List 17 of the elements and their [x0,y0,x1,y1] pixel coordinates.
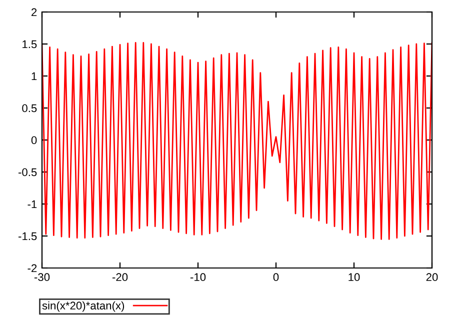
y-tick-label: 1.5 [22,40,37,48]
x-tick-label: 20 [426,273,438,282]
x-tick-label: 10 [348,273,360,282]
y-tick-label: 0.5 [22,104,37,112]
y-tick-label: 2 [32,8,37,16]
y-tick-label: -1.5 [18,232,37,240]
x-tick-label: 0 [273,273,279,282]
legend-label: sin(x*20)*atan(x) [42,301,124,312]
y-tick-label: -2 [28,264,37,272]
x-tick-label: -20 [112,273,128,282]
y-tick-label: 1 [32,72,37,80]
y-tick-label: -0.5 [18,168,37,176]
x-tick-label: -10 [190,273,206,282]
line-series [42,42,432,240]
x-tick-label: -30 [34,273,50,282]
y-tick-label: -1 [28,200,37,208]
y-tick-label: 0 [31,136,37,144]
